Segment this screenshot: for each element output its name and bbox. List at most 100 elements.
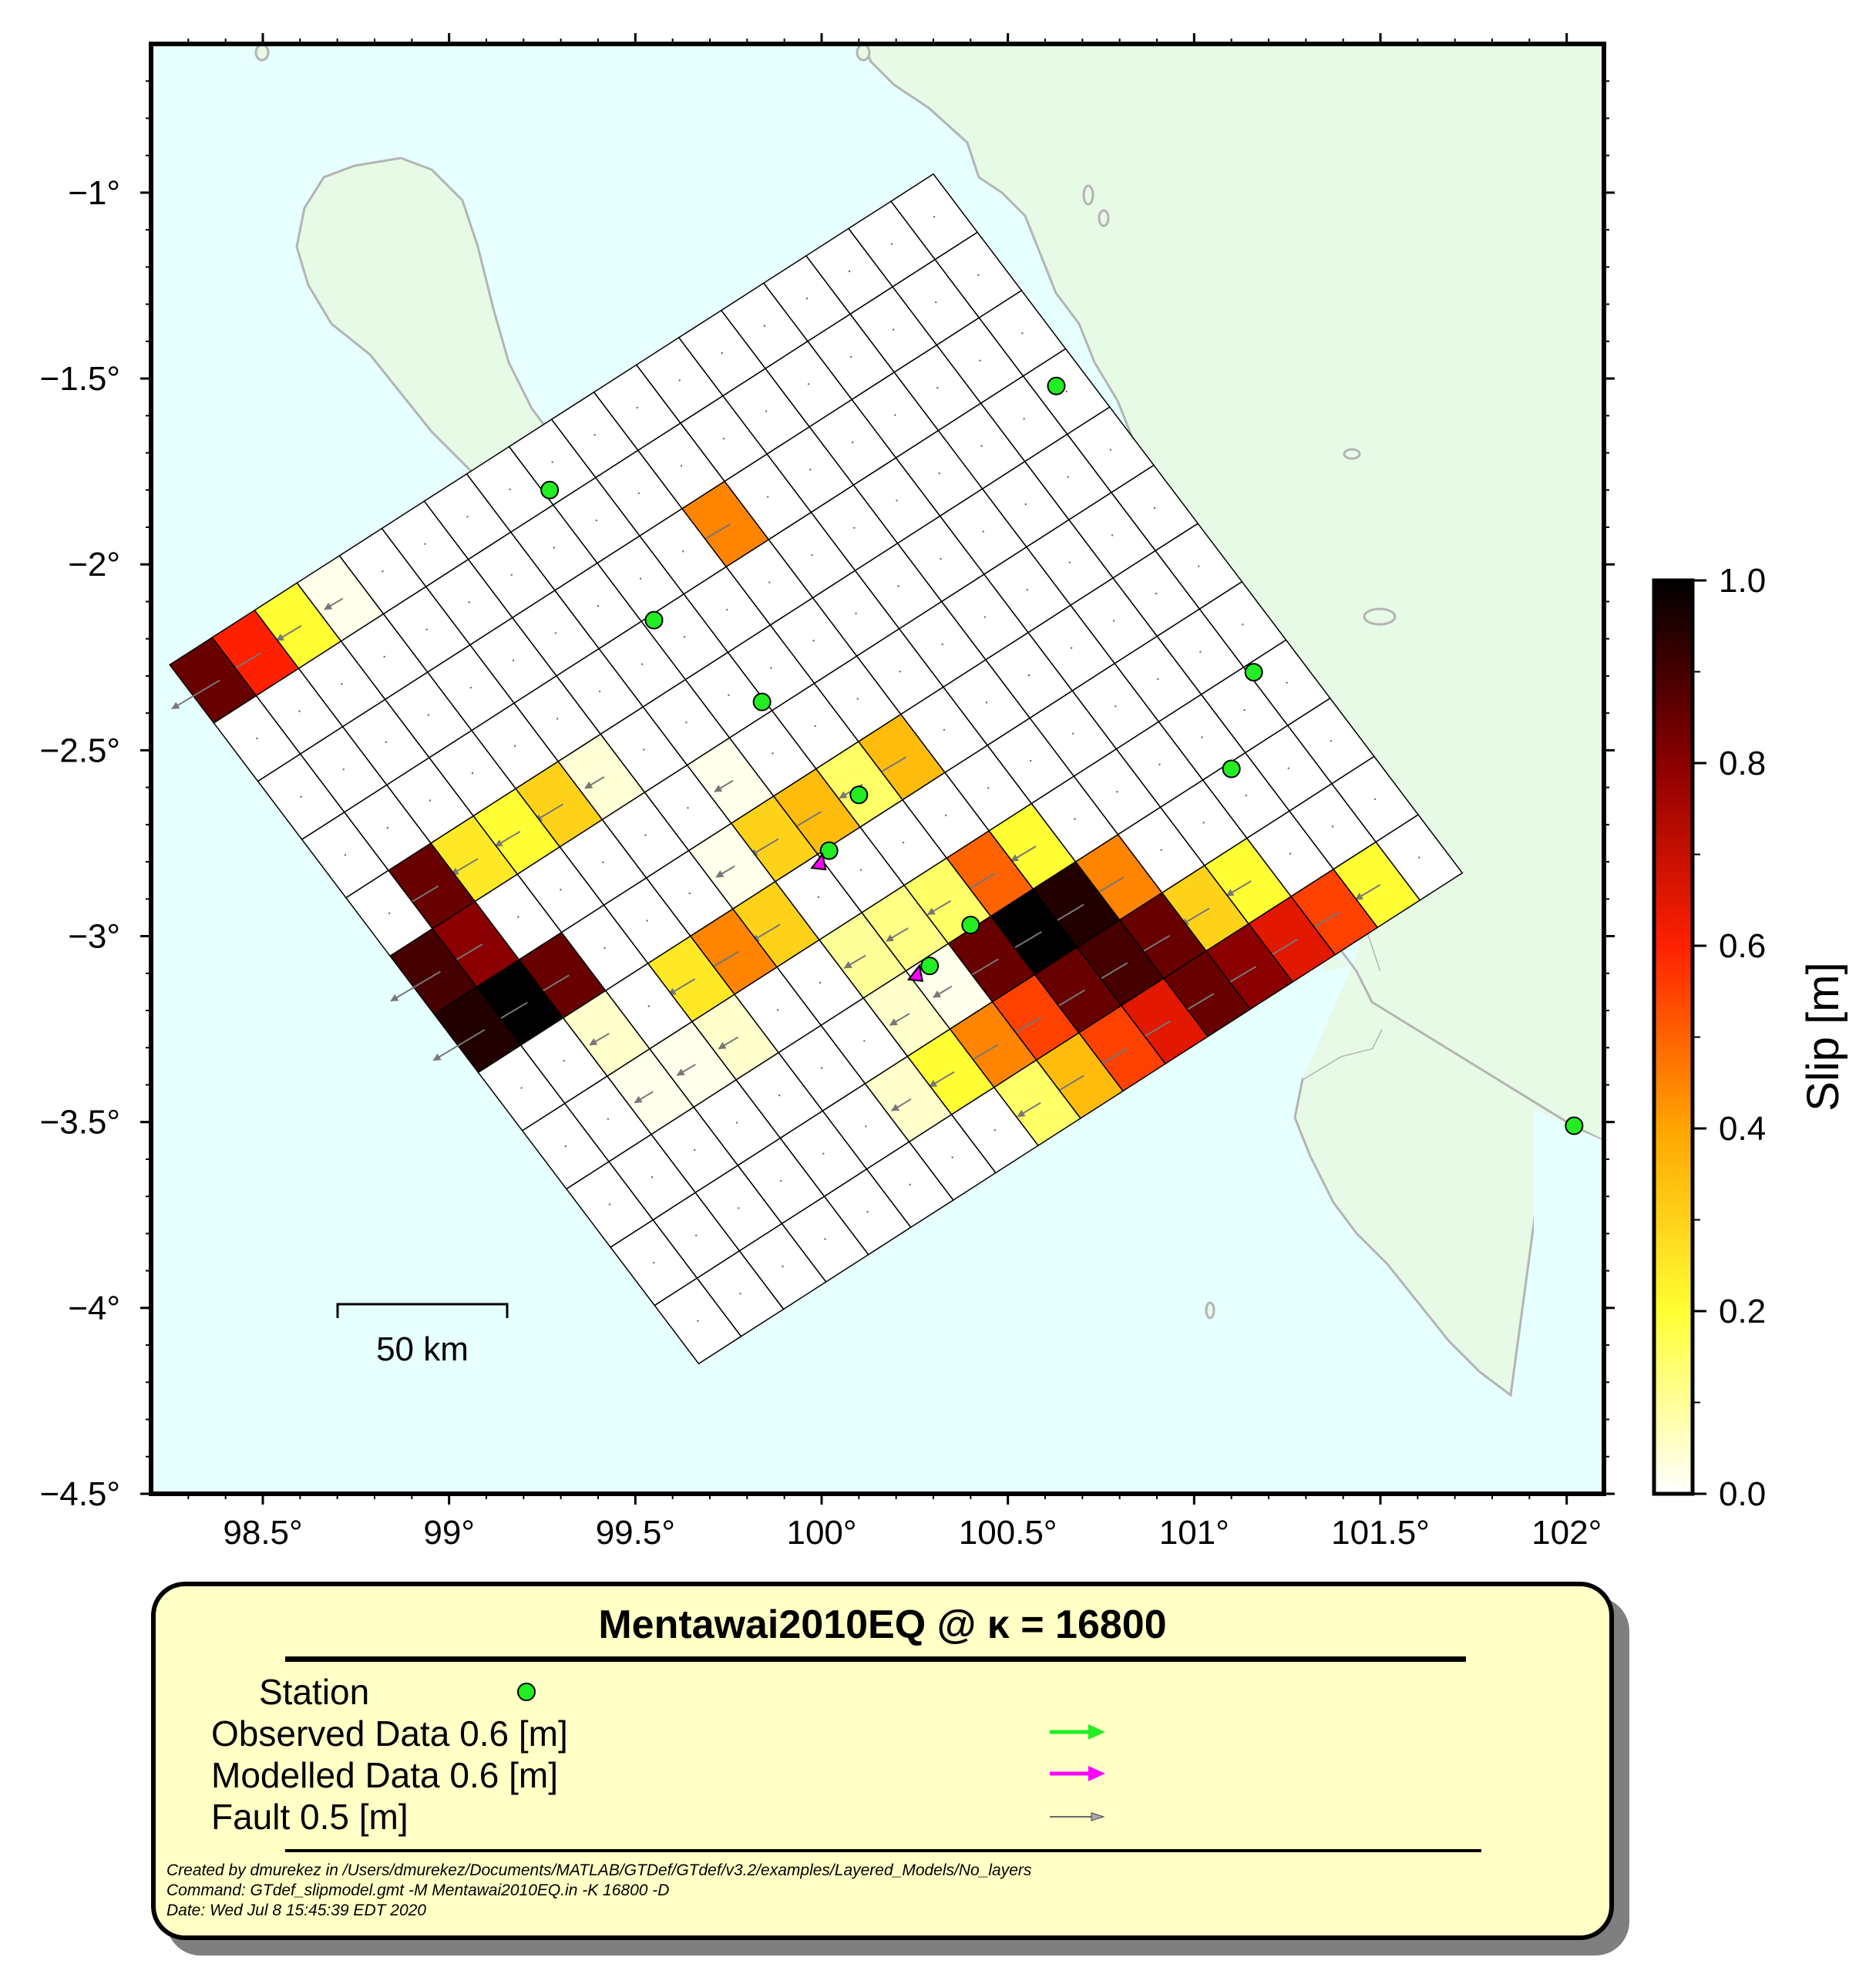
fault-slip-dot xyxy=(822,1152,825,1155)
fault-slip-dot xyxy=(595,519,598,522)
fault-slip-dot xyxy=(890,243,893,245)
fault-slip-dot xyxy=(469,686,472,689)
fault-slip-dot xyxy=(687,806,689,809)
x-tick-label: 99.5° xyxy=(596,1514,675,1552)
fault-slip-arrow xyxy=(843,954,866,969)
fault-slip-dot xyxy=(468,601,470,604)
scale-bar-label: 50 km xyxy=(376,1330,469,1368)
fault-slip-arrow xyxy=(450,858,479,876)
fault-slip-dot xyxy=(1115,705,1117,708)
fault-slip-dot xyxy=(849,355,852,358)
fault-slip-dot xyxy=(1027,674,1030,677)
fault-slip-dot xyxy=(1245,794,1247,797)
fault-slip-dot xyxy=(603,947,606,950)
fault-slip-dot xyxy=(651,1176,654,1179)
fault-slip-dot xyxy=(300,795,302,798)
fault-slip-dot xyxy=(1287,767,1289,769)
legend-divider-bottom xyxy=(285,1849,1481,1852)
fault-slip-arrow xyxy=(749,838,779,857)
y-tick-label: −1.5° xyxy=(40,360,120,398)
fault-slip-dot xyxy=(940,557,942,560)
fault-slip-dot xyxy=(1070,647,1073,649)
legend-station-label: Station xyxy=(259,1672,370,1712)
fault-slip-dot xyxy=(598,690,601,693)
fault-slip-dot xyxy=(646,920,648,922)
fault-slip-arrow xyxy=(432,1029,486,1061)
fault-slip-dot xyxy=(680,465,683,467)
fault-slip-dot xyxy=(1243,708,1246,711)
fault-slip-dot xyxy=(554,632,557,634)
fault-slip-dot xyxy=(943,728,946,731)
fault-slip-dot xyxy=(936,386,939,389)
fault-slip-arrow xyxy=(1017,1101,1041,1118)
fault-slip-dot xyxy=(859,869,862,871)
fault-slip-dot xyxy=(1158,763,1161,766)
fault-slip-dot xyxy=(993,1128,996,1132)
fault-slip-dot xyxy=(821,1067,823,1069)
colorbar-tick-label: 0.6 xyxy=(1719,927,1766,965)
station-marker xyxy=(1565,1116,1584,1135)
modelled-vector xyxy=(906,963,924,982)
fault-slip-dot xyxy=(385,741,387,744)
fault-slip-dot xyxy=(298,710,301,712)
fault-slip-dot xyxy=(814,725,816,728)
fault-slip-dot xyxy=(429,799,432,802)
y-tick-label: −2.5° xyxy=(40,731,120,769)
fault-slip-dot xyxy=(647,1005,650,1007)
fault-slip-dot xyxy=(563,1059,565,1062)
fault-slip-dot xyxy=(551,461,553,463)
legend-box: Mentawai2010EQ @ κ = 16800 Station Obser… xyxy=(151,1582,1614,1940)
meta-created: Created by dmurekez in /Users/dmurekez/D… xyxy=(166,1861,1032,1879)
fault-slip-arrow xyxy=(533,803,564,822)
fault-slip-dot xyxy=(977,274,980,277)
fault-slip-dot xyxy=(597,604,600,607)
fault-slip-arrow xyxy=(1225,880,1252,897)
fault-slip-dot xyxy=(980,445,983,447)
fault-slip-dot xyxy=(1330,740,1333,742)
map-frame xyxy=(149,42,1606,1496)
legend-modelled-label: Modelled Data 0.6 [m] xyxy=(211,1755,559,1795)
fault-slip-dot xyxy=(735,1122,738,1124)
fault-slip-dot xyxy=(1157,678,1159,681)
modelled-arrow-icon xyxy=(1050,1766,1105,1781)
fault-slip-dot xyxy=(466,516,469,518)
x-tick-label: 101.5° xyxy=(1331,1514,1430,1552)
fault-slip-arrow xyxy=(929,1071,955,1088)
fault-slip-dot xyxy=(805,298,809,300)
fault-slip-dot xyxy=(510,573,513,577)
fault-slip-dot xyxy=(782,1265,784,1268)
fault-slip-dot xyxy=(941,643,944,646)
fault-slip-dot xyxy=(856,698,859,700)
station-marker xyxy=(920,957,940,976)
y-tick-label: −3° xyxy=(68,918,120,956)
fault-slip-dot xyxy=(560,889,562,891)
fault-slip-dot xyxy=(602,861,604,864)
fault-slip-dot xyxy=(424,543,426,545)
meta-date: Date: Wed Jul 8 15:45:39 EDT 2020 xyxy=(166,1902,426,1919)
station-marker-icon xyxy=(517,1683,536,1701)
station-marker xyxy=(1244,663,1263,682)
fault-slip-dot xyxy=(897,585,899,587)
fault-slip-dot xyxy=(256,737,258,740)
fault-slip-dot xyxy=(593,434,596,436)
x-tick-label: 98.5° xyxy=(223,1514,302,1552)
fault-slip-dot xyxy=(778,1094,781,1097)
colorbar-gradient xyxy=(1652,578,1695,1496)
fault-slip-dot xyxy=(944,814,947,816)
fault-slip-dot xyxy=(894,414,896,416)
fault-slip-dot xyxy=(780,1179,782,1182)
x-tick-label: 100.5° xyxy=(959,1514,1057,1552)
fault-slip-dot xyxy=(637,492,640,494)
fault-slip-dot xyxy=(766,496,769,498)
x-tick-label: 99° xyxy=(423,1514,475,1552)
x-tick-label: 101° xyxy=(1159,1514,1229,1552)
fault-slip-dot xyxy=(684,636,686,638)
colorbar-tick-label: 1.0 xyxy=(1719,562,1766,600)
colorbar-label: Slip [m] xyxy=(1798,962,1848,1111)
fault-slip-arrow xyxy=(275,624,302,641)
fault-slip-arrow xyxy=(1010,846,1037,862)
legend-title: Mentawai2010EQ @ κ = 16800 xyxy=(598,1602,1167,1647)
fault-slip-arrow xyxy=(171,679,220,710)
fault-slip-arrow xyxy=(324,597,344,610)
y-tick-label: −4.5° xyxy=(40,1475,120,1513)
